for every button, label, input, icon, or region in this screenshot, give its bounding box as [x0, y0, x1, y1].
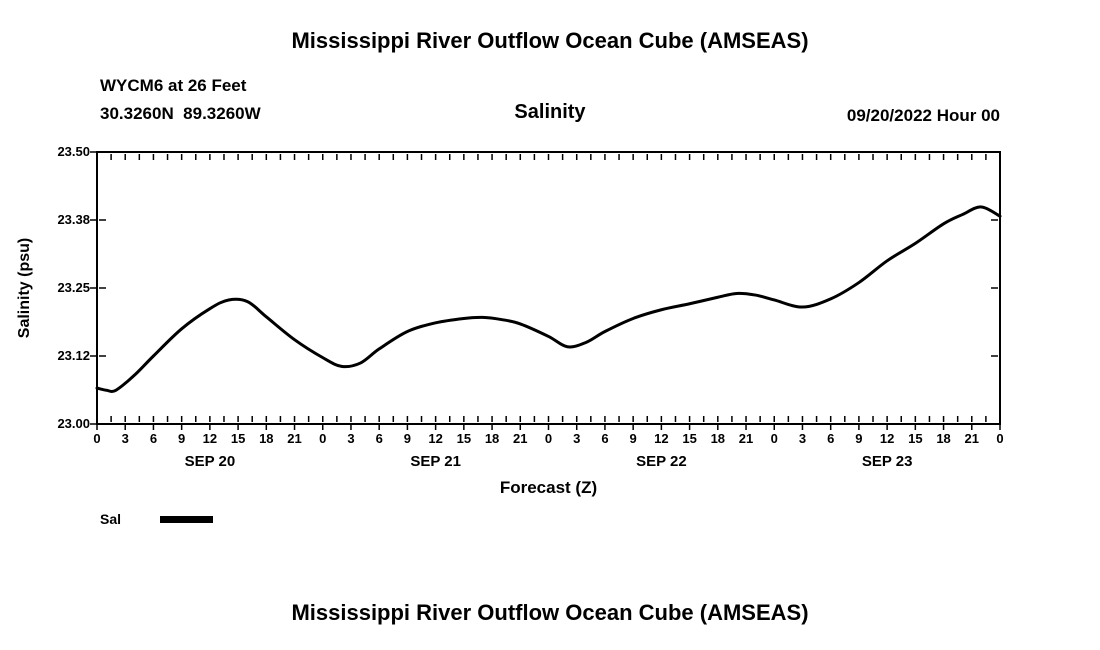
x-tick-label: 6 — [601, 431, 609, 446]
x-tick-label: 6 — [149, 431, 158, 446]
bottom-title: Mississippi River Outflow Ocean Cube (AM… — [291, 600, 809, 625]
x-tick-label: 15 — [682, 431, 697, 446]
y-tick-label: 23.50 — [57, 144, 90, 159]
plot-border — [96, 151, 1001, 425]
x-tick-label: 21 — [964, 431, 980, 446]
y-tick-label: 23.00 — [57, 416, 90, 431]
x-tick-label: 18 — [936, 431, 951, 446]
x-tick-label: 9 — [403, 431, 412, 446]
y-tick-label: 23.38 — [57, 212, 90, 227]
x-tick-label: 21 — [287, 431, 302, 446]
day-label: SEP 23 — [861, 453, 913, 470]
x-tick-label: 12 — [202, 431, 218, 446]
x-tick-label: 6 — [827, 431, 835, 446]
x-tick-label: 0 — [996, 431, 1004, 446]
x-tick-label: 6 — [375, 431, 383, 446]
x-tick-label: 18 — [259, 431, 274, 446]
x-tick-label: 12 — [879, 431, 895, 446]
x-tick-label: 15 — [456, 431, 472, 446]
inner-grid-ticks — [96, 154, 1001, 422]
x-tick-label: 15 — [908, 431, 923, 446]
x-tick-label: 21 — [513, 431, 528, 446]
chart-title: Salinity — [514, 101, 586, 123]
legend-line-swatch — [160, 516, 213, 523]
x-tick-label: 0 — [770, 431, 778, 446]
x-tick-label: 0 — [319, 431, 327, 446]
x-tick-label: 9 — [178, 431, 186, 446]
x-tick-label: 0 — [544, 431, 553, 446]
x-tick-label: 9 — [855, 431, 863, 446]
x-tick-label: 12 — [654, 431, 669, 446]
x-axis-label: Forecast (Z) — [499, 478, 598, 497]
x-tick-label: 3 — [347, 431, 355, 446]
x-tick-label: 3 — [573, 431, 581, 446]
x-tick-label: 18 — [484, 431, 500, 446]
x-tick-label: 3 — [798, 431, 807, 446]
x-tick-label: 9 — [629, 431, 637, 446]
coordinates-label: 30.3260N 89.3260W — [100, 104, 261, 123]
legend-label: Sal — [100, 511, 122, 527]
x-tick-label: 0 — [93, 431, 101, 446]
y-tick-label: 23.25 — [57, 280, 90, 295]
x-tick-label: 15 — [230, 431, 246, 446]
run-datetime: 09/20/2022 Hour 00 — [846, 106, 1000, 125]
day-label: SEP 22 — [636, 453, 687, 470]
day-label: SEP 21 — [410, 453, 461, 470]
day-label: SEP 20 — [184, 453, 236, 470]
station-label: WYCM6 at 26 Feet — [100, 76, 247, 95]
y-tick-label: 23.12 — [57, 348, 90, 363]
x-tick-label: 12 — [428, 431, 443, 446]
x-tick-label: 21 — [738, 431, 754, 446]
top-title: Mississippi River Outflow Ocean Cube (AM… — [291, 28, 809, 53]
axis-ticks — [90, 151, 1001, 430]
x-tick-label: 18 — [710, 431, 726, 446]
salinity-series-line — [95, 205, 1002, 393]
x-tick-label: 3 — [121, 431, 129, 446]
